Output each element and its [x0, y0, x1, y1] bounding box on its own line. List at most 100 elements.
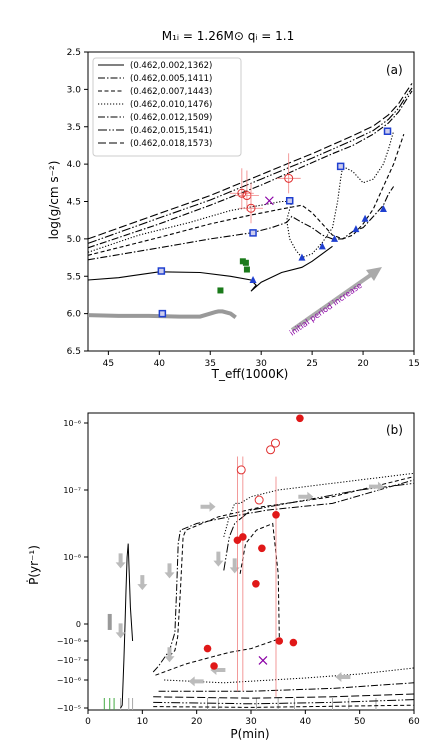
panel-a-label: (a) [386, 63, 403, 77]
panel-a-ytick-label: 3.0 [67, 85, 82, 95]
gray-direction-arrow [200, 501, 216, 512]
red-filled-circle-marker [233, 536, 242, 545]
legend-label-4: (0.462,0.012,1509) [130, 113, 212, 123]
panel-b-markers [203, 414, 304, 697]
red-filled-circle-marker [252, 580, 260, 588]
gray-direction-arrow [229, 558, 240, 574]
red-open-circle-marker [284, 173, 294, 183]
red-filled-circle-marker [289, 638, 298, 647]
panel-b: 0 10 20 30 40 50 60 10⁻⁶ 10⁻⁷ 10⁻⁸ 0 −10⁻⁸ −10⁻⁷ −10⁻… [26, 412, 420, 741]
panel-b-track-0 [120, 543, 134, 709]
panel-b-label: (b) [386, 423, 403, 437]
panel-b-xtick-label: 40 [300, 717, 312, 727]
gray-direction-arrow [298, 491, 314, 502]
panel-b-track-3 [223, 472, 415, 538]
period-increase-arrow [290, 270, 377, 332]
red-open-circle-marker [237, 188, 247, 198]
red-filled-circle-marker [275, 637, 284, 645]
blue-triangle-marker [361, 214, 369, 222]
purple-cross-marker [264, 196, 274, 206]
green-square-marker [239, 258, 246, 265]
blue-square-marker [336, 162, 345, 171]
panel-a-ticks: 45 40 35 30 25 20 15 2.5 3.0 3.5 4.0 4.5 5.0 5.5 6.0 6.… [67, 48, 420, 369]
panel-a-ytick-label: 3.5 [67, 123, 81, 133]
panel-b-track-6 [164, 667, 415, 684]
legend-label-6: (0.462,0.018,1573) [130, 139, 212, 149]
blue-triangle-marker [249, 275, 257, 283]
panel-a-ytick-label: 5.5 [67, 272, 81, 282]
legend-label-0: (0.462,0.002,1362) [130, 61, 212, 71]
panel-a-series-line-3 [87, 131, 395, 259]
panel-a-ytick-label: 4.0 [67, 160, 82, 170]
green-square-marker [217, 287, 224, 294]
red-open-circle-marker [246, 203, 256, 213]
green-square-marker [242, 259, 249, 266]
blue-square-marker [157, 267, 166, 275]
gray-direction-arrow [164, 647, 175, 663]
panel-a-series-line-6 [87, 83, 413, 240]
panel-b-curves [107, 472, 415, 709]
panel-b-track-8 [153, 693, 415, 699]
panel-a-xtick-label: 30 [255, 359, 267, 369]
panel-a-ytick-label: 5.0 [67, 235, 82, 245]
gray-direction-arrow [335, 672, 351, 682]
figure-title: M₁ᵢ = 1.26M⊙ qᵢ = 1.1 [162, 29, 294, 43]
red-filled-circle-marker [203, 644, 212, 653]
gray-direction-arrow [115, 553, 126, 569]
red-filled-circle-marker [272, 510, 280, 519]
period-increase-annotation: initial period increase [288, 281, 364, 338]
legend-label-1: (0.462,0.005,1411) [130, 74, 212, 84]
panel-a: 45 40 35 30 25 20 15 2.5 3.0 3.5 4.0 4.5 5.0 5.5 6.0 6.… [47, 48, 420, 381]
blue-square-marker [285, 197, 294, 205]
green-square-marker [243, 266, 250, 273]
panel-a-ytick-label: 6.0 [67, 310, 82, 320]
purple-cross-marker [258, 655, 268, 665]
panel-a-ytick-label: 4.5 [67, 198, 81, 208]
panel-a-xtick-label: 45 [103, 359, 114, 369]
gray-direction-arrow [213, 551, 224, 567]
red-filled-circle-marker [210, 662, 218, 670]
legend: (0.462,0.002,1362) (0.462,0.005,1411) (0.4… [92, 57, 242, 157]
red-open-circle-marker [270, 438, 280, 448]
panel-a-series-line-0 [87, 245, 333, 292]
blue-square-marker [249, 229, 257, 237]
panel-a-series-line-4 [87, 90, 413, 249]
gray-direction-arrow [137, 575, 148, 591]
panel-b-track-2 [169, 476, 415, 657]
blue-triangle-marker [352, 225, 360, 233]
panel-a-ytick-label: 2.5 [67, 48, 81, 58]
panel-b-ytick-label: −10⁻⁶ [57, 676, 81, 685]
panel-b-xtick-label: 60 [408, 717, 420, 727]
panel-a-xtick-label: 35 [205, 359, 216, 369]
panel-a-series [87, 83, 413, 320]
panel-b-ytick-label: −10⁻⁵ [57, 704, 81, 713]
panel-b-ytick-label: −10⁻⁸ [57, 637, 81, 646]
panel-b-track-9 [153, 699, 415, 705]
panel-b-frame [87, 412, 415, 711]
panel-a-markers [157, 127, 392, 318]
panel-b-xtick-label: 50 [354, 717, 366, 727]
panel-b-ytick-label: 10⁻⁸ [63, 553, 81, 562]
panel-a-series-line-1 [87, 186, 395, 261]
legend-box [92, 57, 242, 157]
red-open-circle-marker [254, 495, 264, 505]
blue-triangle-marker [318, 242, 326, 250]
blue-triangle-marker [379, 204, 387, 212]
gray-direction-arrow [368, 481, 384, 492]
blue-triangle-marker [298, 253, 306, 261]
panel-b-ticks: 0 10 20 30 40 50 60 10⁻⁶ 10⁻⁷ 10⁻⁸ 0 −10⁻⁸ −10⁻⁷ −10⁻… [57, 419, 420, 727]
panel-b-track-4 [223, 482, 415, 571]
panel-b-xtick-label: 10 [137, 717, 149, 727]
panel-b-track-7 [158, 682, 415, 692]
panel-b-gray-arrows [115, 481, 384, 687]
gray-direction-arrow [115, 623, 126, 639]
legend-items: (0.462,0.002,1362) (0.462,0.005,1411) (0.4… [98, 61, 212, 149]
panel-b-ytick-label: 0 [76, 620, 81, 629]
legend-label-2: (0.462,0.007,1443) [130, 87, 212, 97]
red-filled-circle-marker [239, 533, 247, 541]
panel-a-series-line-2 [87, 134, 405, 256]
red-open-circle-marker [266, 445, 276, 455]
red-filled-circle-marker [258, 544, 266, 553]
legend-label-5: (0.462,0.015,1541) [130, 126, 212, 136]
panel-a-ylabel: log(g/cm s⁻²) [47, 161, 61, 240]
